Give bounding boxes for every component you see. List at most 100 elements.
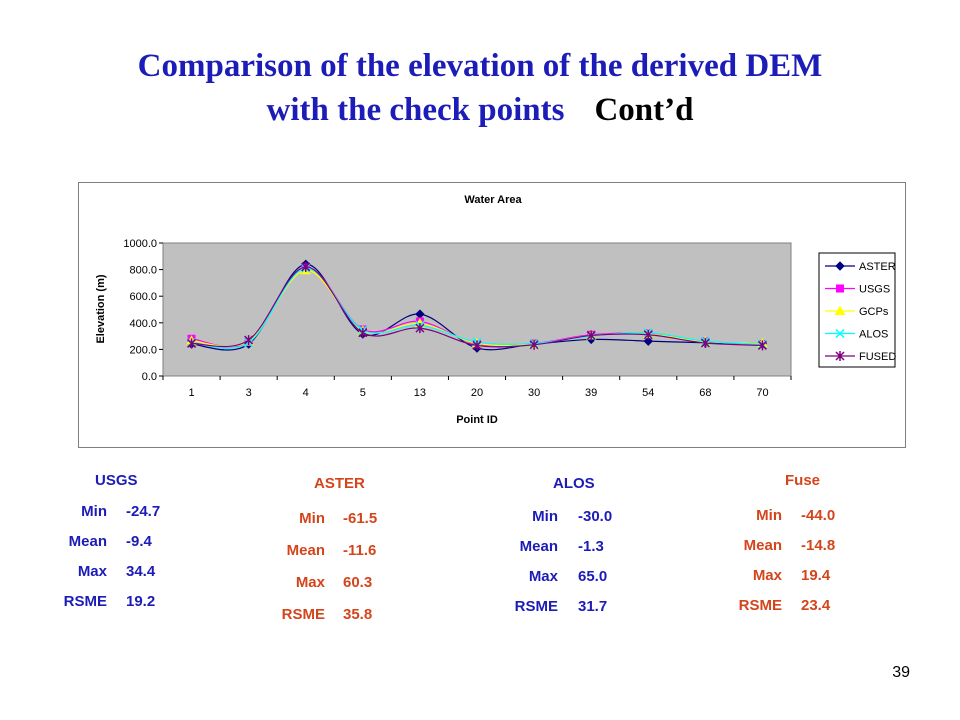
stats-title: ASTER: [314, 475, 365, 492]
data-point: [187, 338, 197, 349]
legend-label: ASTER: [859, 261, 896, 273]
x-tick-label: 1: [188, 387, 194, 399]
data-point: [836, 284, 844, 293]
legend: ASTER USGS GCPs ALOS FUSED: [825, 261, 896, 363]
stats-label: Min: [81, 503, 107, 520]
legend-entry-aster: ASTER: [825, 261, 896, 273]
y-tick-label: 200.0: [129, 344, 157, 356]
x-tick-label: 3: [246, 387, 252, 399]
x-tick-label: 5: [360, 387, 366, 399]
x-axis-label: Point ID: [456, 414, 498, 426]
y-axis: 0.0 200.0 400.0 600.0 800.0 1000.0: [123, 238, 163, 383]
series-line: [191, 267, 763, 349]
x-tick-label: 54: [642, 387, 654, 399]
stats-value: 65.0: [578, 568, 608, 585]
stats-value: -44.0: [801, 507, 836, 524]
data-point: [835, 328, 845, 339]
data-point: [358, 327, 368, 338]
stats-value: -30.0: [578, 508, 613, 525]
stats-label: Min: [756, 507, 782, 524]
title-line-1: Comparison of the elevation of the deriv…: [137, 48, 823, 84]
title-contd: Cont’d: [594, 92, 694, 128]
x-tick-label: 4: [303, 387, 309, 399]
x-tick-label: 70: [756, 387, 768, 399]
x-tick-label: 68: [699, 387, 711, 399]
stats-value: 35.8: [343, 606, 373, 623]
stats-label: RSME: [281, 606, 325, 623]
stats-label: Max: [295, 574, 325, 591]
chart-title: Water Area: [464, 194, 522, 206]
data-point: [757, 340, 767, 351]
stats-value: 19.4: [801, 567, 831, 584]
data-point: [415, 323, 425, 334]
data-point: [586, 330, 596, 341]
stats-value: 19.2: [126, 593, 156, 610]
legend-entry-gcps: GCPs: [825, 305, 889, 318]
data-point: [835, 261, 845, 271]
stats-label: Max: [752, 567, 782, 584]
stats-title: ALOS: [553, 475, 595, 492]
plot-area: [162, 242, 792, 377]
y-tick-label: 0.0: [142, 371, 157, 383]
stats-value: 60.3: [343, 574, 373, 591]
stats-value: 34.4: [126, 563, 156, 580]
legend-entry-usgs: USGS: [825, 284, 890, 296]
data-point: [529, 339, 539, 350]
data-point: [301, 261, 311, 272]
stats-value: 23.4: [801, 597, 831, 614]
data-point: [835, 351, 845, 361]
stats-label: RSME: [514, 598, 558, 615]
stats-label: Mean: [68, 533, 107, 550]
slide-title: Comparison of the elevation of the deriv…: [0, 44, 960, 132]
stats-title: USGS: [95, 472, 138, 489]
legend-label: GCPs: [859, 306, 889, 318]
series-fused: [187, 261, 767, 351]
stats-value: -11.6: [343, 542, 377, 559]
legend-label: ALOS: [859, 329, 888, 341]
data-point: [643, 336, 653, 346]
title-line-2: with the check points Cont’d: [0, 88, 960, 132]
legend-label: USGS: [859, 284, 890, 296]
stats-value: -24.7: [126, 503, 161, 520]
title-line-2-text: with the check points: [266, 92, 565, 128]
stats-label: Mean: [286, 542, 325, 559]
stats-value: -9.4: [126, 533, 152, 550]
stats-label: RSME: [63, 593, 107, 610]
data-point: [700, 338, 710, 349]
legend-entry-alos: ALOS: [825, 329, 888, 341]
stats-label: Min: [532, 508, 558, 525]
y-axis-label: Elevation (m): [95, 274, 107, 343]
data-point: [834, 305, 846, 315]
stats-label: Mean: [743, 537, 782, 554]
x-tick-label: 30: [528, 387, 540, 399]
data-point: [472, 340, 482, 351]
stats-value: -61.5: [343, 510, 378, 527]
stats-label: Min: [299, 510, 325, 527]
stats-label: Max: [528, 568, 558, 585]
series-line: [191, 266, 763, 348]
series-layer: [186, 259, 768, 353]
legend-entry-fused: FUSED: [825, 351, 896, 363]
data-point: [643, 329, 653, 340]
stats-value: 31.7: [578, 598, 608, 615]
x-tick-label: 39: [585, 387, 597, 399]
data-point: [244, 335, 254, 346]
stats-value: -1.3: [578, 538, 604, 555]
legend-label: FUSED: [859, 351, 896, 363]
stats-label: RSME: [738, 597, 782, 614]
x-axis: 1 3 4 5 13 20 30 39 54 68 70: [162, 376, 792, 399]
stats-value: -14.8: [801, 537, 836, 554]
legend-box: [818, 252, 896, 368]
stats-label: Max: [77, 563, 107, 580]
y-tick-label: 1000.0: [123, 238, 157, 250]
y-tick-label: 600.0: [129, 291, 157, 303]
y-tick-label: 400.0: [129, 318, 157, 330]
stats-title: Fuse: [785, 472, 821, 489]
elevation-line-chart: Water Area 0.0 200.0 400.0 600.0 800.0 1000.0…: [95, 194, 896, 426]
chart-frame: Water Area 0.0 200.0 400.0 600.0 800.0 1000.0…: [78, 182, 906, 448]
stats-label: Mean: [519, 538, 558, 555]
x-tick-label: 13: [414, 387, 426, 399]
x-tick-label: 20: [471, 387, 483, 399]
y-tick-label: 800.0: [129, 265, 157, 277]
page-number: 39: [892, 664, 910, 681]
